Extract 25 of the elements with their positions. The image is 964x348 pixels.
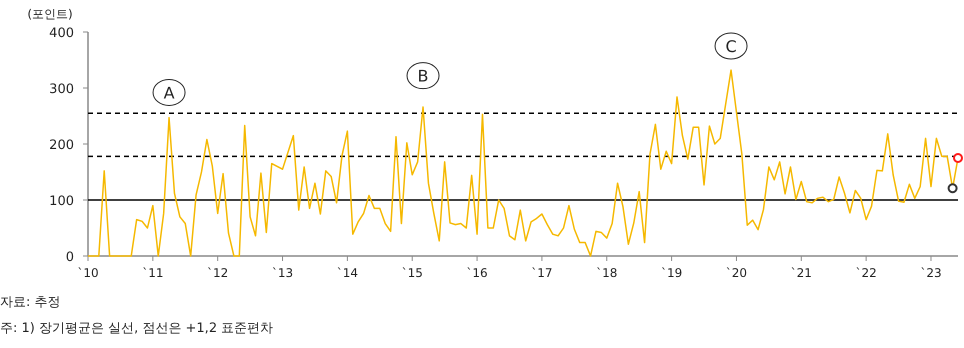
y-tick-label: 0 bbox=[66, 250, 74, 265]
y-axis-title: (포인트) bbox=[27, 7, 73, 21]
x-tick-label: `19 bbox=[660, 266, 682, 280]
x-tick-label: `20 bbox=[726, 266, 748, 280]
x-tick-label: `21 bbox=[790, 266, 812, 280]
x-tick-label: `12 bbox=[207, 266, 228, 280]
x-tick-label: `10 bbox=[77, 266, 99, 280]
text: 주: 1) 장기평균은 실선, 점선은 +1,2 표준편차 bbox=[0, 321, 274, 336]
annotation: C bbox=[725, 37, 737, 56]
x-tick-label: `22 bbox=[855, 266, 877, 280]
annotation: A bbox=[164, 83, 175, 102]
x-tick-label: `18 bbox=[596, 266, 618, 280]
x-tick-label: `16 bbox=[466, 266, 488, 280]
x-tick-label: `23 bbox=[920, 266, 942, 280]
y-tick-label: 300 bbox=[49, 82, 74, 97]
y-tick-label: 200 bbox=[49, 138, 74, 153]
x-tick-label: `13 bbox=[272, 266, 294, 280]
x-tick-label: `17 bbox=[531, 266, 553, 280]
text: 자료: 추정 bbox=[0, 295, 61, 310]
x-tick-label: `15 bbox=[402, 266, 423, 280]
x-tick-label: `14 bbox=[336, 266, 358, 280]
annotation: B bbox=[418, 66, 429, 86]
y-tick-label: 400 bbox=[49, 26, 74, 41]
x-tick-label: `11 bbox=[142, 266, 164, 280]
y-tick-label: 100 bbox=[49, 194, 74, 209]
